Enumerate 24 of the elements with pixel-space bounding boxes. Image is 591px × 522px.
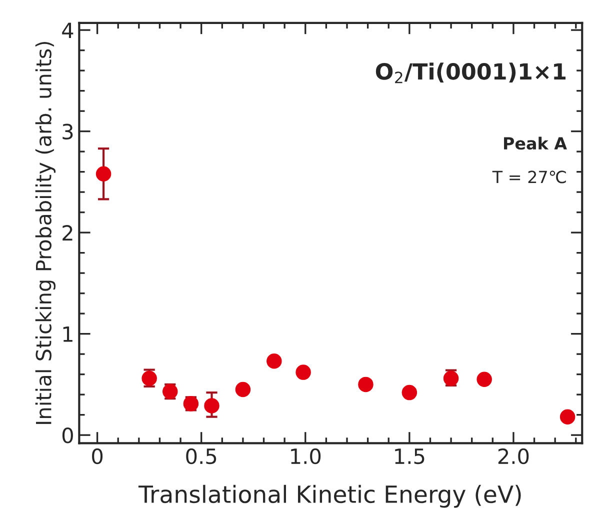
y-tick-label: 2 — [62, 225, 72, 240]
y-tick-label: 3 — [62, 124, 73, 140]
point — [476, 372, 492, 388]
annotation: T = 27℃ — [492, 170, 566, 184]
x-tick-label: 0 — [92, 448, 103, 464]
point — [296, 364, 311, 380]
point — [204, 398, 220, 414]
point — [235, 382, 251, 398]
point — [96, 166, 112, 182]
point — [358, 376, 374, 392]
annotation: O$_{2}$/Ti(0001)1×1 — [376, 62, 566, 84]
point — [560, 409, 576, 424]
x-tick-label: 2.0 — [498, 448, 529, 464]
x-tick-label: 1.5 — [395, 448, 424, 464]
y-tick-label: 0 — [62, 428, 73, 444]
y-tick-label: 4 — [62, 22, 74, 38]
x-tick-label: 0.5 — [186, 448, 216, 464]
point — [402, 384, 418, 400]
x-tick-label: 1.0 — [291, 448, 321, 464]
x-axis-title: Translational Kinetic Energy (eV) — [138, 484, 521, 508]
y-axis-title: Initial Sticking Probability (arb. units) — [35, 42, 56, 424]
point — [266, 354, 282, 369]
y-tick-label: 1 — [63, 326, 72, 342]
annotation: Peak A — [504, 136, 567, 150]
